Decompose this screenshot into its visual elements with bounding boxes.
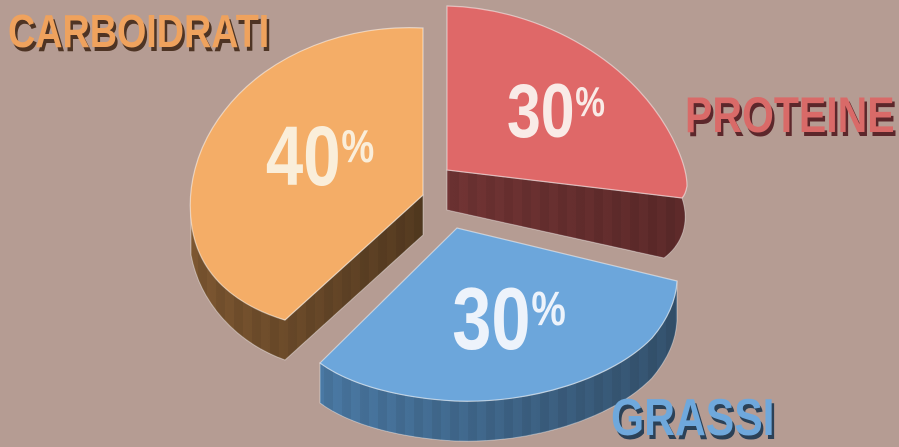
slice-carboidrati	[189, 27, 424, 361]
proteine-label: PROTEINE	[685, 87, 895, 143]
carboidrati-slice-face	[189, 27, 424, 321]
proteine-value-number: 30	[506, 69, 575, 154]
proteine-slice-side-segments	[447, 170, 686, 258]
carboidrati-value-percent-sign: %	[341, 119, 375, 172]
grassi-label: GRASSI	[611, 389, 775, 447]
grassi-value: 30%	[452, 275, 566, 363]
grassi-slice-side-segments	[320, 281, 677, 442]
carboidrati-value: 40%	[266, 114, 374, 198]
proteine-value: 30%	[507, 74, 605, 150]
carboidrati-value-number: 40	[265, 109, 341, 203]
proteine-slice-face	[446, 5, 688, 199]
slice-proteine	[446, 5, 688, 259]
proteine-value-percent-sign: %	[575, 78, 606, 126]
grassi-value-number: 30	[452, 269, 531, 368]
carboidrati-slice-side-segments	[191, 195, 423, 360]
grassi-value-percent-sign: %	[531, 281, 566, 336]
carboidrati-label: CARBOIDRATI	[8, 5, 270, 57]
slice-grassi	[319, 227, 678, 442]
grassi-slice-face	[319, 227, 678, 402]
